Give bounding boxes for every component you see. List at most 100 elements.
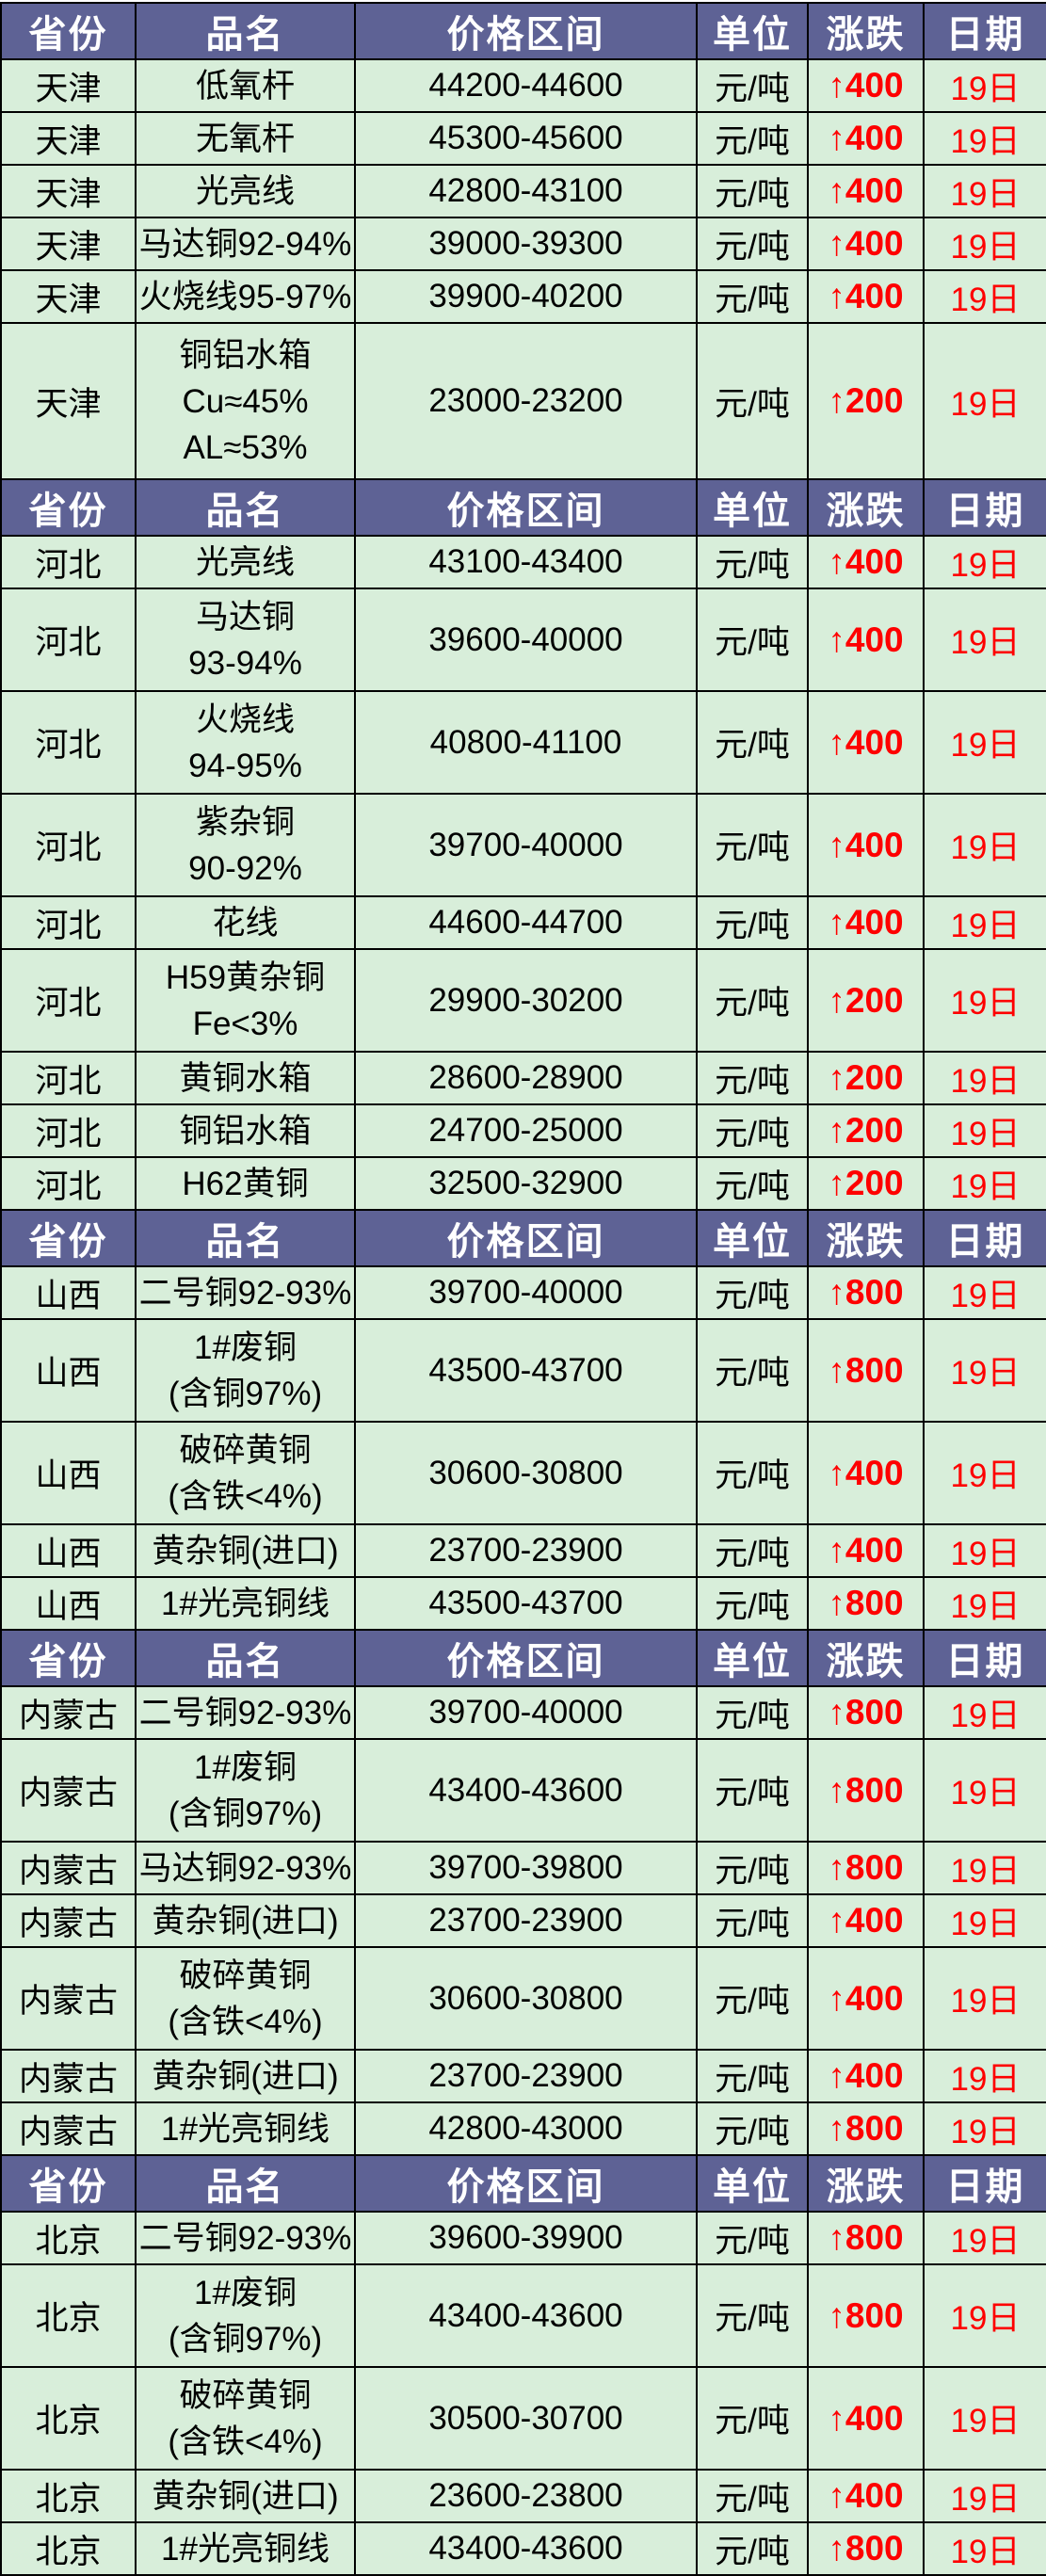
unit-cell: 元/吨 <box>696 690 809 795</box>
column-header-province: 省份 <box>0 478 137 537</box>
table-row: 河北 黄铜水箱 28600-28900 元/吨 ↑200 19日 <box>0 1051 1046 1105</box>
column-header-change: 涨跌 <box>807 2 925 60</box>
change-value: 800 <box>845 1848 904 1887</box>
product-line: 黄铜水箱 <box>179 1059 312 1097</box>
column-header-change: 涨跌 <box>807 478 925 537</box>
price-change-cell: ↑800 <box>807 1318 925 1423</box>
column-header-date: 日期 <box>923 2154 1046 2213</box>
price-change-cell: ↑400 <box>807 111 925 166</box>
product-line: 1#光亮铜线 <box>161 2530 330 2568</box>
date-cell: 19日 <box>923 1738 1046 1843</box>
up-arrow-icon: ↑ <box>828 1770 845 1810</box>
price-range-cell: 30500-30700 <box>354 2366 698 2471</box>
up-arrow-icon: ↑ <box>828 1453 845 1492</box>
price-range-cell: 45300-45600 <box>354 111 698 166</box>
province-cell: 内蒙古 <box>0 1946 137 2051</box>
product-cell: 破碎黄铜 (含铁<4%) <box>135 1421 356 1525</box>
province-cell: 天津 <box>0 322 137 480</box>
up-arrow-icon: ↑ <box>828 1901 845 1940</box>
column-header-change: 涨跌 <box>807 1209 925 1267</box>
change-value: 400 <box>845 825 904 864</box>
column-header-unit: 单位 <box>696 2154 809 2213</box>
price-change-cell: ↑800 <box>807 1576 925 1631</box>
column-header-date: 日期 <box>923 1209 1046 1267</box>
table-row: 北京 1#光亮铜线 43400-43600 元/吨 ↑800 19日 <box>0 2521 1046 2576</box>
price-change-cell: ↑400 <box>807 1946 925 2051</box>
table-row: 河北 H59黄杂铜 Fe<3% 29900-30200 元/吨 ↑200 19日 <box>0 948 1046 1053</box>
product-line: 93-94% <box>188 644 302 682</box>
price-range-cell: 23700-23900 <box>354 1893 698 1948</box>
product-line: (含铜97%) <box>168 2320 323 2358</box>
price-change-cell: ↑800 <box>807 1841 925 1895</box>
product-cell: 火烧线95-97% <box>135 269 356 324</box>
product-cell: 火烧线 94-95% <box>135 690 356 795</box>
table-row: 内蒙古 破碎黄铜 (含铁<4%) 30600-30800 元/吨 ↑400 19日 <box>0 1946 1046 2051</box>
product-line: (含铜97%) <box>168 1795 323 1832</box>
province-cell: 北京 <box>0 2263 137 2368</box>
change-value: 400 <box>845 1978 904 2018</box>
unit-cell: 元/吨 <box>696 2469 809 2523</box>
product-line: 光亮线 <box>195 172 295 210</box>
up-arrow-icon: ↑ <box>828 171 845 210</box>
column-header-unit: 单位 <box>696 2 809 60</box>
change-value: 400 <box>845 224 904 263</box>
date-cell: 19日 <box>923 1523 1046 1578</box>
price-range-cell: 39700-40000 <box>354 793 698 897</box>
date-cell: 19日 <box>923 217 1046 271</box>
price-change-cell: ↑800 <box>807 2263 925 2368</box>
price-change-cell: ↑400 <box>807 690 925 795</box>
up-arrow-icon: ↑ <box>828 2218 845 2257</box>
price-range-cell: 44600-44700 <box>354 895 698 950</box>
up-arrow-icon: ↑ <box>828 2056 845 2095</box>
date-cell: 19日 <box>923 1421 1046 1525</box>
table-row: 河北 花线 44600-44700 元/吨 ↑400 19日 <box>0 895 1046 950</box>
date-cell: 19日 <box>923 1156 1046 1211</box>
table-row: 河北 铜铝水箱 24700-25000 元/吨 ↑200 19日 <box>0 1103 1046 1158</box>
unit-cell: 元/吨 <box>696 2049 809 2103</box>
change-value: 400 <box>845 620 904 659</box>
unit-cell: 元/吨 <box>696 322 809 480</box>
province-cell: 天津 <box>0 217 137 271</box>
product-line: 马达铜92-93% <box>138 1849 352 1887</box>
price-change-cell: ↑400 <box>807 217 925 271</box>
change-value: 800 <box>845 2295 904 2335</box>
product-cell: 二号铜92-93% <box>135 1265 356 1320</box>
date-cell: 19日 <box>923 1051 1046 1105</box>
price-change-cell: ↑400 <box>807 1523 925 1578</box>
price-range-cell: 43500-43700 <box>354 1576 698 1631</box>
column-header-product: 品名 <box>135 1209 356 1267</box>
up-arrow-icon: ↑ <box>828 66 845 105</box>
product-cell: 马达铜92-93% <box>135 1841 356 1895</box>
product-cell: 1#废铜 (含铜97%) <box>135 2263 356 2368</box>
change-value: 800 <box>845 1273 904 1312</box>
unit-cell: 元/吨 <box>696 2263 809 2368</box>
province-cell: 山西 <box>0 1576 137 1631</box>
up-arrow-icon: ↑ <box>828 2398 845 2438</box>
up-arrow-icon: ↑ <box>828 1848 845 1887</box>
product-line: 低氧杆 <box>195 67 295 105</box>
product-line: H59黄杂铜 <box>165 958 326 996</box>
price-range-cell: 43400-43600 <box>354 2521 698 2576</box>
price-range-cell: 39700-39800 <box>354 1841 698 1895</box>
province-cell: 河北 <box>0 1103 137 1158</box>
province-cell: 北京 <box>0 2469 137 2523</box>
province-cell: 内蒙古 <box>0 2101 137 2156</box>
province-cell: 北京 <box>0 2521 137 2576</box>
price-change-cell: ↑400 <box>807 2049 925 2103</box>
price-range-cell: 43500-43700 <box>354 1318 698 1423</box>
product-cell: 无氧杆 <box>135 111 356 166</box>
change-value: 800 <box>845 2109 904 2148</box>
table-row: 北京 黄杂铜(进口) 23600-23800 元/吨 ↑400 19日 <box>0 2469 1046 2523</box>
up-arrow-icon: ↑ <box>828 542 845 581</box>
change-value: 400 <box>845 171 904 210</box>
change-value: 400 <box>845 542 904 581</box>
price-change-cell: ↑800 <box>807 2101 925 2156</box>
unit-cell: 元/吨 <box>696 1893 809 1948</box>
price-change-cell: ↑400 <box>807 793 925 897</box>
price-range-cell: 24700-25000 <box>354 1103 698 1158</box>
change-value: 400 <box>845 903 904 942</box>
price-range-cell: 23700-23900 <box>354 2049 698 2103</box>
price-change-cell: ↑200 <box>807 1051 925 1105</box>
table-row: 河北 紫杂铜 90-92% 39700-40000 元/吨 ↑400 19日 <box>0 793 1046 897</box>
price-change-cell: ↑200 <box>807 322 925 480</box>
